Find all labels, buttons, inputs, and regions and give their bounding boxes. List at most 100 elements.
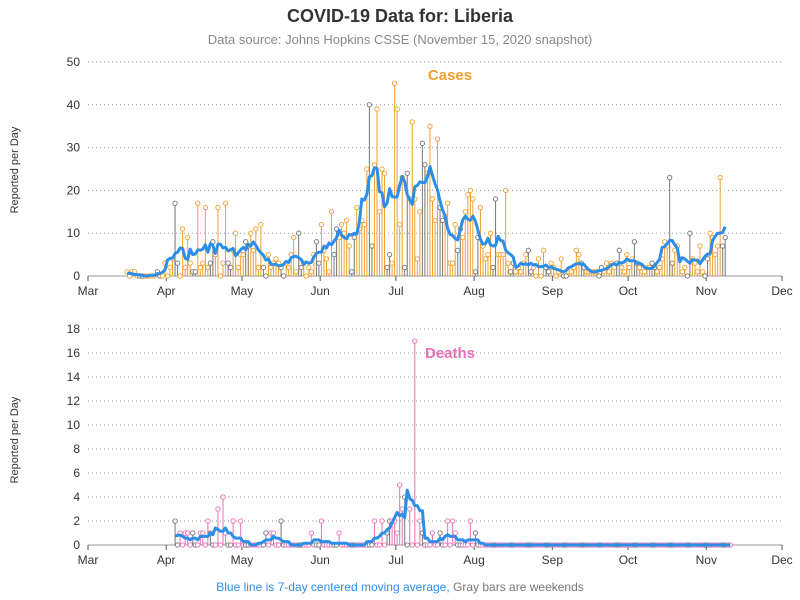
cases-point xyxy=(702,273,708,279)
cases-panel: 0 10 20 30 40 50 Mar Apr May Jun Jul Aug Sep Oct Nov De… xyxy=(9,55,793,298)
cases-point xyxy=(720,243,726,249)
cases-point xyxy=(265,251,272,258)
cases-point xyxy=(472,269,479,275)
x-tick-label: Jun xyxy=(310,553,329,567)
cases-point xyxy=(444,200,451,206)
cases-point xyxy=(573,247,579,253)
cases-point xyxy=(439,217,446,224)
deaths-point xyxy=(412,338,418,344)
cases-point xyxy=(260,264,267,271)
x-tick-label: Aug xyxy=(463,553,484,567)
x-tick-label: Aug xyxy=(463,284,484,298)
x-tick-label: Mar xyxy=(78,553,99,567)
cases-point xyxy=(636,264,643,271)
cases-point xyxy=(462,209,468,215)
y-tick-label: 10 xyxy=(67,226,81,240)
deaths-point xyxy=(238,518,244,524)
cases-point xyxy=(379,166,385,172)
cases-point xyxy=(205,264,211,271)
x-tick-label: Dec xyxy=(771,553,792,567)
cases-point xyxy=(699,269,706,275)
weekend-note: Gray bars are weekends xyxy=(453,580,584,594)
x-tick-label: Jul xyxy=(388,284,403,298)
cases-point xyxy=(397,221,403,228)
cases-point xyxy=(427,123,433,129)
deaths-point xyxy=(429,530,436,536)
cases-point xyxy=(227,264,234,271)
cases-point xyxy=(371,162,378,168)
cases-point xyxy=(490,264,496,271)
cases-point xyxy=(225,260,231,266)
cases-point xyxy=(255,264,261,271)
cases-point xyxy=(434,136,441,142)
deaths-point xyxy=(215,506,221,512)
cases-point xyxy=(202,204,208,211)
cases-point xyxy=(505,260,511,266)
cases-point xyxy=(253,226,259,232)
cases-point xyxy=(485,251,491,258)
cases-point xyxy=(248,230,254,236)
deaths-point xyxy=(200,530,206,536)
cases-point xyxy=(243,239,249,245)
deaths-point xyxy=(442,542,448,548)
deaths-point xyxy=(205,518,211,524)
cases-point xyxy=(361,221,367,228)
chart-title: COVID-19 Data for: Liberia xyxy=(286,6,514,26)
cases-point xyxy=(523,251,529,258)
cases-point xyxy=(291,234,297,241)
cases-point xyxy=(364,166,370,172)
y-tick-label: 0 xyxy=(73,269,80,283)
cases-point xyxy=(538,273,544,279)
cases-point xyxy=(432,217,438,224)
cases-point xyxy=(240,251,246,258)
cases-point xyxy=(717,174,723,181)
cases-point xyxy=(714,243,721,249)
cases-point xyxy=(487,230,494,236)
cases-point xyxy=(313,239,320,245)
cases-point xyxy=(503,187,509,194)
cases-point xyxy=(285,264,292,271)
deaths-point xyxy=(187,542,193,548)
cases-point xyxy=(576,251,582,258)
deaths-panel: 0 2 4 6 8 10 12 14 16 18 Mar Apr May Jun Jul Aug Sep Oct N… xyxy=(9,322,793,567)
cases-point xyxy=(667,174,673,181)
cases-point xyxy=(455,247,461,253)
cases-point xyxy=(687,230,693,236)
y-tick-label: 2 xyxy=(73,514,80,528)
cases-point xyxy=(694,269,701,275)
cases-point xyxy=(331,251,337,258)
deaths-point xyxy=(174,542,181,548)
cases-point xyxy=(349,269,355,275)
y-tick-label: 20 xyxy=(67,183,81,197)
cases-point xyxy=(273,256,279,262)
cases-point xyxy=(563,273,569,279)
deaths-point xyxy=(263,530,269,536)
y-tick-label: 4 xyxy=(73,490,80,504)
y-tick-label: 0 xyxy=(73,538,80,552)
cases-point xyxy=(621,269,627,275)
deaths-point xyxy=(467,518,473,524)
deaths-point xyxy=(437,530,443,536)
deaths-point xyxy=(217,542,224,548)
cases-point xyxy=(328,209,335,215)
cases-point xyxy=(187,260,193,266)
cases-point xyxy=(470,196,476,202)
cases-point xyxy=(381,170,388,176)
cases-point xyxy=(482,256,489,262)
cases-point xyxy=(477,204,484,211)
cases-point xyxy=(422,162,428,168)
cases-point xyxy=(450,260,456,266)
cases-point xyxy=(452,221,458,228)
deaths-point xyxy=(270,530,277,536)
deaths-point xyxy=(190,530,196,536)
y-tick-label: 6 xyxy=(73,466,80,480)
cases-point xyxy=(316,260,322,266)
cases-point xyxy=(298,264,304,271)
cases-point xyxy=(366,102,373,108)
y-tick-label: 14 xyxy=(67,370,81,384)
cases-point xyxy=(525,247,532,253)
deaths-point xyxy=(278,518,284,524)
y-tick-label: 10 xyxy=(67,418,81,432)
x-tick-label: Jul xyxy=(388,553,403,567)
cases-point xyxy=(235,264,241,271)
